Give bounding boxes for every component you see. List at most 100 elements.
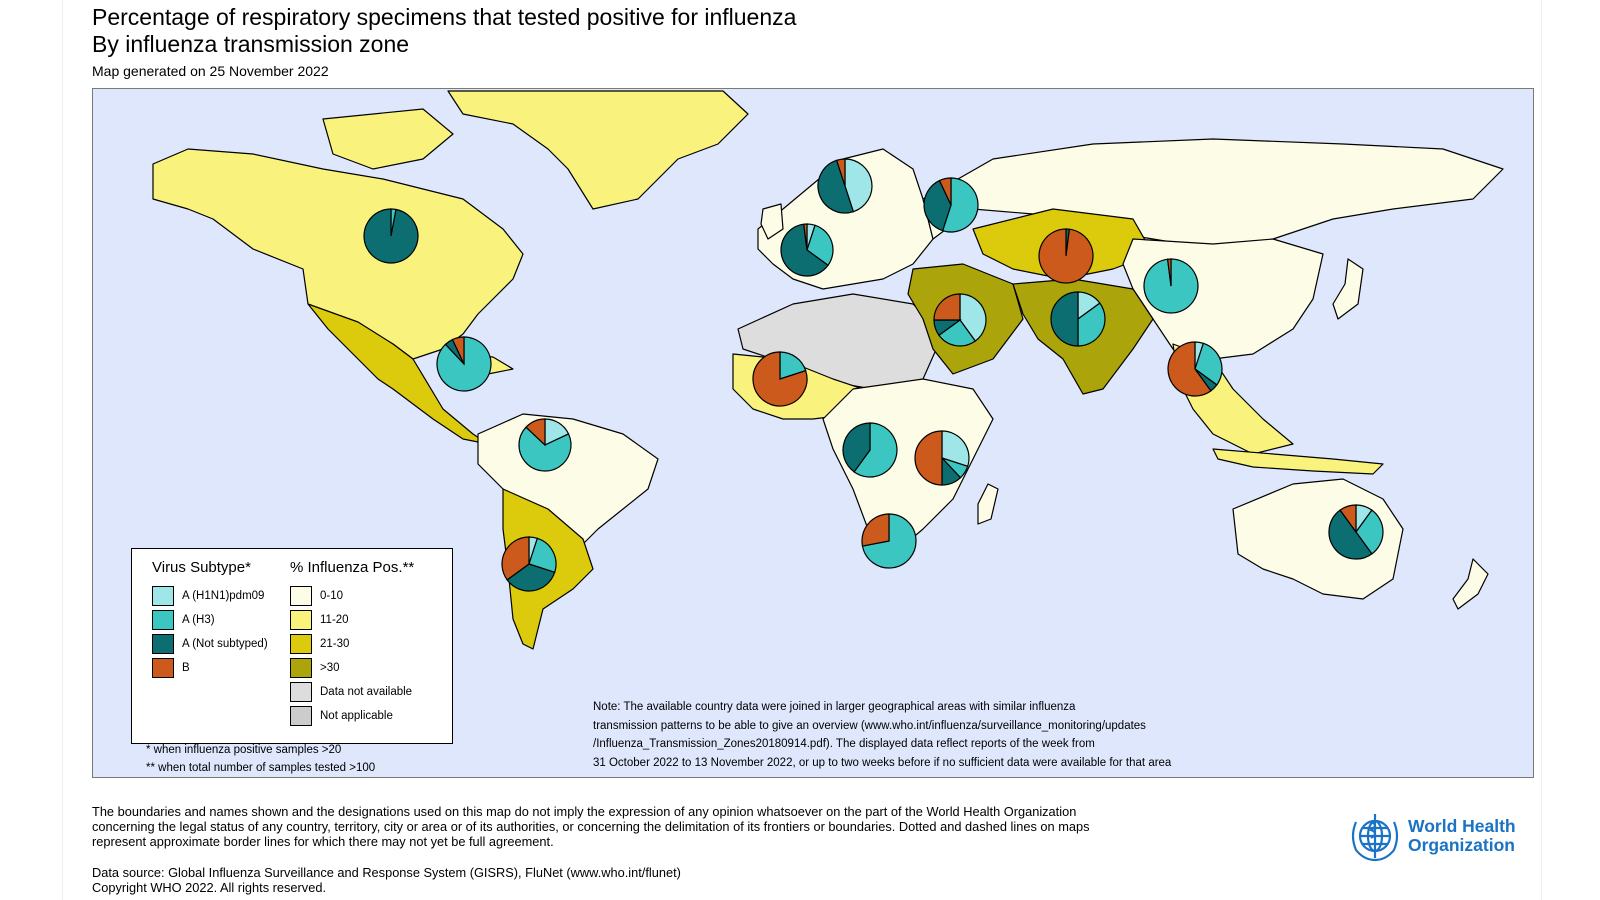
pie-middle-africa bbox=[842, 422, 898, 478]
map-subtitle: By influenza transmission zone bbox=[92, 31, 410, 57]
disclaimer-line: represent approximate border lines for w… bbox=[92, 834, 554, 849]
pie-slice-not-subtyped bbox=[842, 422, 871, 473]
pie-western-africa bbox=[752, 351, 808, 407]
pie-slice-b bbox=[1038, 228, 1094, 284]
pie-layer bbox=[363, 158, 1384, 592]
pie-slice-b bbox=[861, 513, 890, 547]
legend-positivity-row: 11-20 bbox=[290, 608, 414, 632]
who-logo: World Health Organization bbox=[1346, 810, 1516, 862]
legend-subtype: Virus Subtype* A (H1N1)pdm09 A (H3) A (N… bbox=[152, 559, 268, 680]
swatch-h1n1 bbox=[152, 586, 174, 606]
pie-slice-b bbox=[914, 430, 943, 486]
who-logo-line: World Health bbox=[1408, 816, 1516, 836]
pie-slice-b bbox=[803, 223, 808, 251]
pie-slice-h3 bbox=[853, 422, 898, 478]
pie-south-east-asia bbox=[1167, 341, 1223, 397]
pie-southern-africa bbox=[861, 513, 917, 569]
generated-date: Map generated on 25 November 2022 bbox=[92, 63, 329, 79]
legend-box: Virus Subtype* A (H1N1)pdm09 A (H3) A (N… bbox=[131, 548, 453, 744]
pie-slice-not-subtyped bbox=[506, 563, 556, 592]
region-uk bbox=[760, 203, 784, 240]
legend-label: A (H3) bbox=[182, 614, 215, 626]
legend-positivity-title: % Influenza Pos.** bbox=[290, 559, 415, 576]
pie-slice-b bbox=[1167, 341, 1212, 397]
region-greenland bbox=[447, 90, 749, 210]
disclaimer-line: The boundaries and names shown and the d… bbox=[92, 804, 1077, 819]
swatch-h3 bbox=[152, 610, 174, 630]
footnote-total-samples: ** when total number of samples tested >… bbox=[146, 762, 376, 774]
region-madagascar bbox=[977, 483, 999, 525]
pie-south-west-europe bbox=[780, 223, 834, 277]
region-japan bbox=[1332, 258, 1364, 320]
pie-eastern-europe bbox=[923, 177, 979, 233]
legend-positivity-row: 21-30 bbox=[290, 632, 414, 656]
legend-label: 0-10 bbox=[320, 590, 344, 602]
pie-slice-b bbox=[451, 336, 465, 365]
region-north-america bbox=[152, 148, 524, 360]
swatch-not-subtyped bbox=[152, 634, 174, 654]
copyright-line: Copyright WHO 2022. All rights reserved. bbox=[92, 880, 326, 895]
map-title: Percentage of respiratory specimens that… bbox=[92, 4, 797, 30]
footnote-positive-samples: * when influenza positive samples >20 bbox=[146, 744, 342, 756]
pie-slice-h1n1 bbox=[941, 430, 970, 468]
pie-slice-b bbox=[938, 177, 952, 206]
legend-label: >30 bbox=[320, 662, 340, 674]
pie-northern-europe bbox=[817, 158, 873, 214]
pie-slice-b bbox=[501, 536, 530, 581]
pie-central-asia bbox=[1038, 228, 1094, 284]
pie-slice-b bbox=[752, 351, 808, 407]
legend-label: Not applicable bbox=[320, 710, 393, 722]
swatch-b bbox=[152, 658, 174, 678]
pie-temperate-south-america bbox=[501, 536, 557, 592]
pie-slice-h3 bbox=[938, 319, 977, 347]
pie-slice-not-subtyped bbox=[817, 159, 855, 214]
pie-eastern-africa bbox=[914, 430, 970, 486]
legend-subtype-row: B bbox=[152, 656, 268, 680]
pie-slice-b bbox=[525, 418, 546, 447]
note-line: 31 October 2022 to 13 November 2022, or … bbox=[593, 756, 1172, 769]
map-note: Note: The available country data were jo… bbox=[593, 698, 1171, 772]
legend-label: Data not available bbox=[320, 686, 413, 698]
note-line: Note: The available country data were jo… bbox=[593, 701, 1076, 713]
pie-central-america-and-caribbean bbox=[436, 336, 492, 392]
pie-oceania bbox=[1328, 504, 1384, 560]
legend-label: B bbox=[182, 662, 190, 674]
legend-label: A (Not subtyped) bbox=[182, 638, 268, 650]
pie-slice-b bbox=[835, 158, 846, 187]
region-maritime-asia bbox=[1212, 448, 1384, 475]
who-logo-text: World Health Organization bbox=[1408, 817, 1516, 855]
pie-slice-b bbox=[933, 293, 961, 321]
legend-subtype-row: A (H3) bbox=[152, 608, 268, 632]
legend-label: 11-20 bbox=[320, 614, 349, 626]
pie-tropical-south-america bbox=[518, 418, 572, 472]
swatch-over-30 bbox=[290, 658, 312, 678]
legend-subtype-row: A (Not subtyped) bbox=[152, 632, 268, 656]
swatch-21-30 bbox=[290, 634, 312, 654]
disclaimer: The boundaries and names shown and the d… bbox=[92, 804, 1090, 849]
swatch-11-20 bbox=[290, 610, 312, 630]
pie-slice-b bbox=[1166, 258, 1172, 287]
pie-slice-h3 bbox=[518, 426, 572, 472]
pie-slice-h3 bbox=[528, 537, 557, 574]
world-map bbox=[152, 90, 1504, 650]
region-new-zealand bbox=[1452, 558, 1489, 610]
pie-slice-not-subtyped bbox=[1328, 509, 1373, 560]
pie-slice-not-subtyped bbox=[780, 223, 829, 277]
disclaimer-line: concerning the legal status of any count… bbox=[92, 819, 1090, 834]
pie-slice-h3 bbox=[1077, 302, 1106, 347]
legend-positivity-row: 0-10 bbox=[290, 584, 414, 608]
legend-label: A (H1N1)pdm09 bbox=[182, 590, 265, 602]
note-line: /Influenza_Transmission_Zones20180914.pd… bbox=[593, 738, 1095, 750]
note-line: transmission patterns to be able to give… bbox=[593, 719, 1146, 732]
pie-eastern-asia bbox=[1143, 258, 1199, 314]
pie-western-asia bbox=[933, 293, 987, 347]
region-central-america bbox=[307, 303, 489, 445]
who-logo-line: Organization bbox=[1408, 835, 1515, 855]
pie-slice-not-subtyped bbox=[363, 208, 419, 264]
legend-positivity-row: >30 bbox=[290, 656, 414, 680]
pie-southern-asia bbox=[1050, 291, 1106, 347]
legend-label: 21-30 bbox=[320, 638, 350, 650]
pie-slice-not-subtyped bbox=[1050, 291, 1079, 347]
swatch-0-10 bbox=[290, 586, 312, 606]
pie-slice-h1n1 bbox=[844, 158, 873, 213]
